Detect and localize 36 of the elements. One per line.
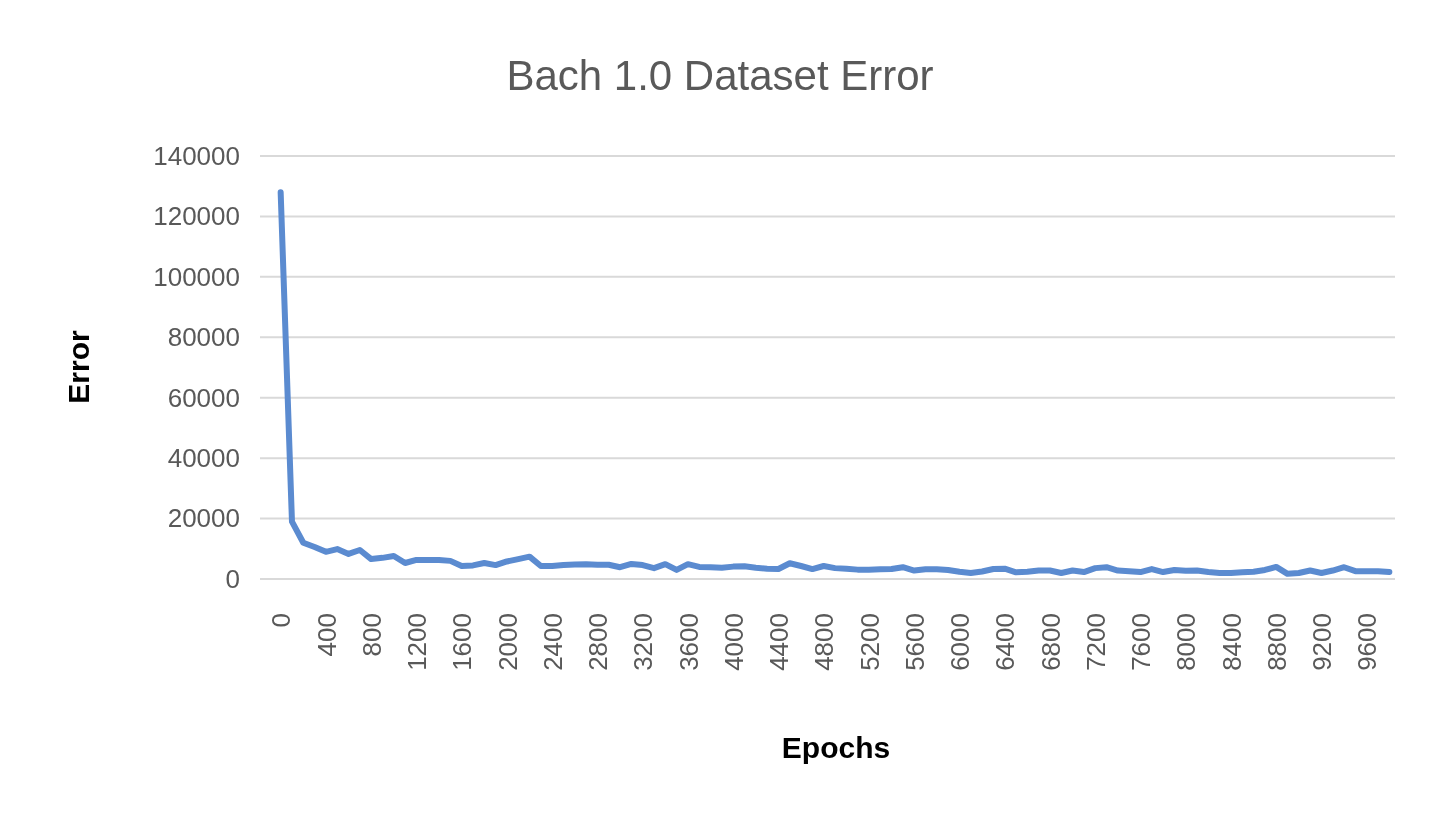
x-tick-label: 2400 [537,613,568,671]
y-tick-label: 60000 [167,382,240,413]
x-tick-label: 6800 [1035,613,1066,671]
y-tick-label: 20000 [167,503,240,534]
x-tick-label: 1600 [447,613,478,671]
x-tick-label: 5600 [899,613,930,671]
x-tick-label: 4400 [764,613,795,671]
x-tick-label: 1200 [402,613,433,671]
x-tick-label: 4800 [809,613,840,671]
x-tick-label: 400 [311,613,342,657]
x-tick-label: 7600 [1126,613,1157,671]
x-tick-label: 8400 [1216,613,1247,671]
y-tick-label: 40000 [167,442,240,473]
x-tick-label: 3200 [628,613,659,671]
x-axis-title: Epochs [781,731,891,764]
x-tick-label: 5200 [854,613,885,671]
x-tick-label: 8800 [1261,613,1292,671]
x-tick-label: 6400 [990,613,1021,671]
x-tick-label: 9600 [1352,613,1383,671]
y-tick-label: 100000 [153,261,240,292]
x-tick-label: 800 [356,613,387,657]
y-tick-label: 120000 [153,201,240,232]
x-tick-label: 0 [266,613,297,628]
y-tick-label: 0 [225,563,240,594]
y-axis-title: Error [62,330,95,404]
x-tick-label: 8000 [1171,613,1202,671]
chart-title: Bach 1.0 Dataset Error [506,52,934,99]
x-tick-label: 3600 [673,613,704,671]
x-tick-label: 4000 [718,613,749,671]
x-tick-label: 2800 [583,613,614,671]
y-tick-label: 80000 [167,322,240,353]
x-tick-label: 2000 [492,613,523,671]
y-tick-label: 140000 [153,140,240,171]
x-tick-label: 6000 [945,613,976,671]
x-tick-label: 9200 [1307,613,1338,671]
x-tick-label: 7200 [1080,613,1111,671]
